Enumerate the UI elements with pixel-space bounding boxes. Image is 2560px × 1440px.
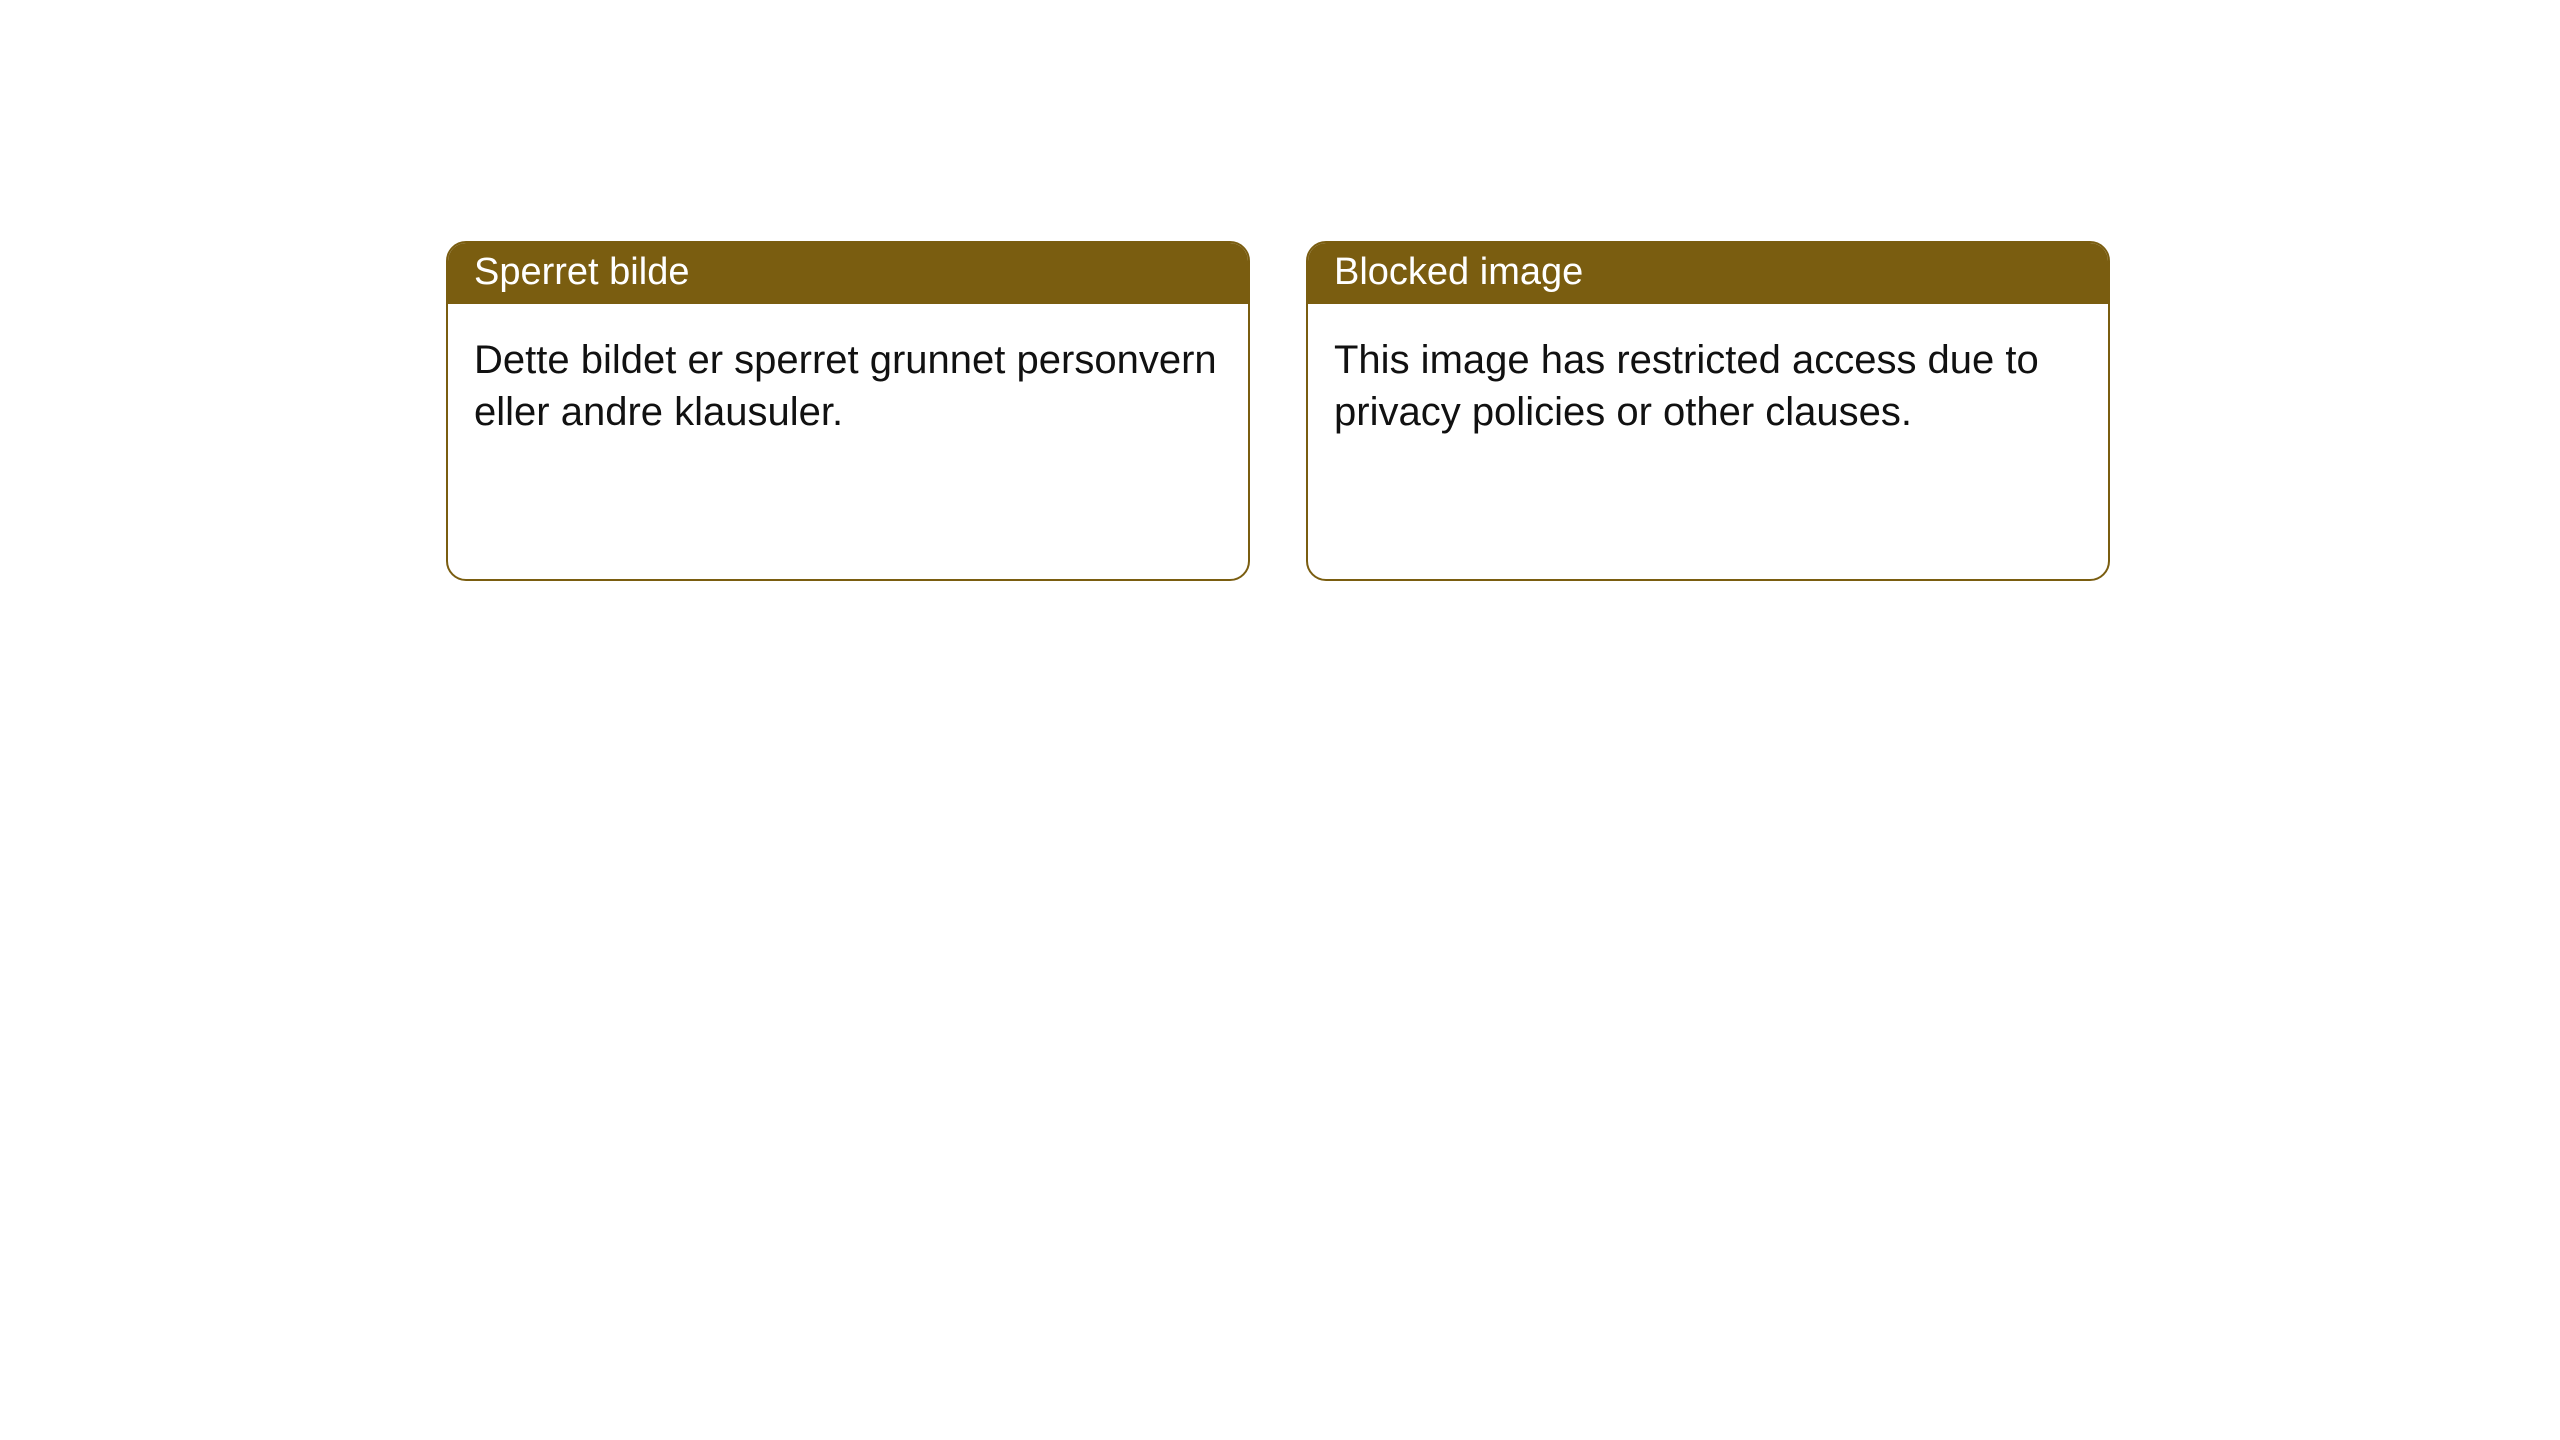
card-header-no: Sperret bilde: [448, 243, 1248, 304]
card-message-no: Dette bildet er sperret grunnet personve…: [474, 338, 1217, 434]
cards-container: Sperret bilde Dette bildet er sperret gr…: [0, 0, 2560, 581]
blocked-image-card-en: Blocked image This image has restricted …: [1306, 241, 2110, 581]
card-title-en: Blocked image: [1334, 251, 1583, 293]
card-body-en: This image has restricted access due to …: [1308, 304, 2108, 468]
card-title-no: Sperret bilde: [474, 251, 689, 293]
card-body-no: Dette bildet er sperret grunnet personve…: [448, 304, 1248, 468]
card-message-en: This image has restricted access due to …: [1334, 338, 2039, 434]
blocked-image-card-no: Sperret bilde Dette bildet er sperret gr…: [446, 241, 1250, 581]
card-header-en: Blocked image: [1308, 243, 2108, 304]
